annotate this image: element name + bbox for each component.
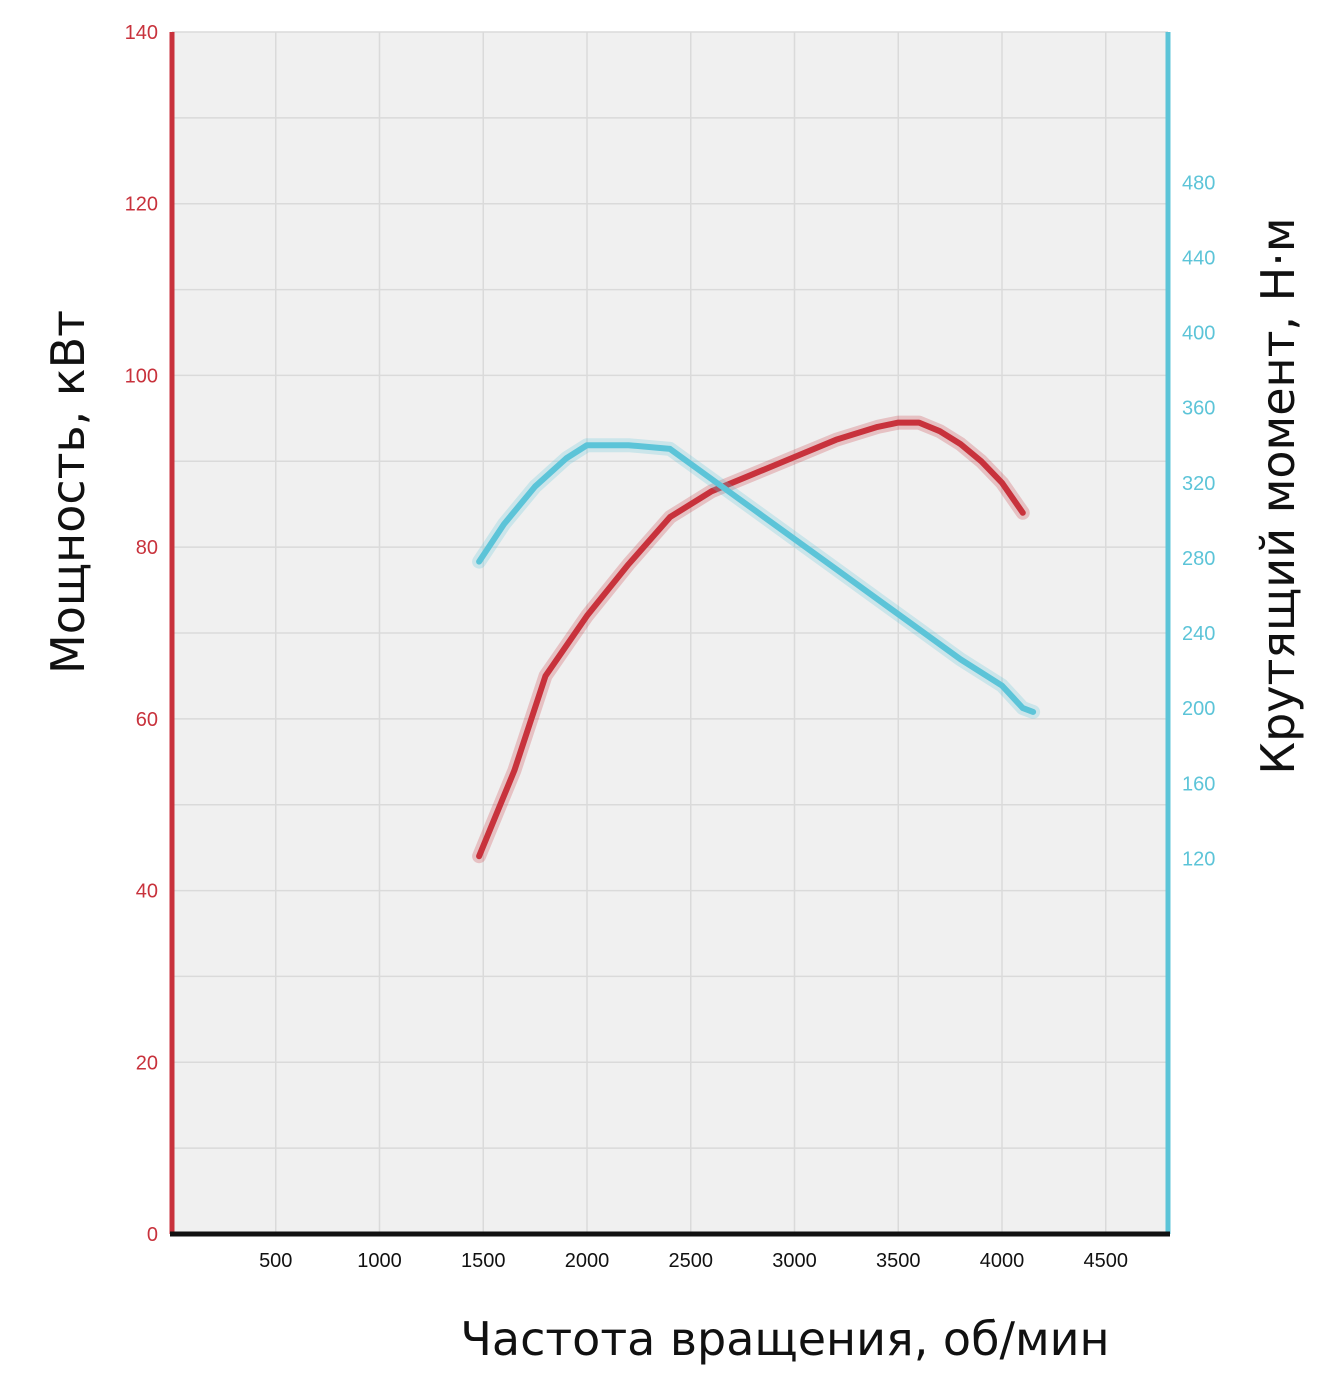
y-right-tick-label: 440	[1182, 247, 1215, 269]
power-curve	[476, 419, 1026, 860]
y-left-tick-label: 0	[147, 1224, 158, 1246]
y-right-tick-label: 160	[1182, 773, 1215, 795]
x-axis-title: Частота вращения, об/мин	[460, 1312, 1109, 1366]
x-tick-label: 4000	[980, 1250, 1025, 1272]
tick-labels: 500 1000 1500 2000 2500 3000 3500 4000 4500 0 20 40…	[125, 22, 1216, 1272]
y-right-tick-label: 200	[1182, 698, 1215, 720]
y-left-tick-label: 60	[136, 709, 158, 731]
y-right-tick-label: 240	[1182, 623, 1215, 645]
y-left-tick-label: 100	[125, 365, 158, 387]
x-tick-label: 1500	[461, 1250, 506, 1272]
y-left-tick-label: 80	[136, 537, 158, 559]
y-right-tick-label: 480	[1182, 172, 1215, 194]
x-tick-label: 2000	[565, 1250, 610, 1272]
data-series	[472, 415, 1041, 864]
y-left-tick-label: 140	[125, 22, 158, 44]
y-right-axis-title: Крутящий момент, Н·м	[1251, 217, 1305, 774]
y-left-tick-label: 20	[136, 1052, 158, 1074]
y-left-axis-title: Мощность, кВт	[41, 310, 95, 674]
torque-curve	[476, 442, 1037, 715]
x-tick-label: 2500	[669, 1250, 714, 1272]
y-right-tick-label: 360	[1182, 398, 1215, 420]
grid-lines	[171, 31, 1168, 1234]
y-left-tick-label: 120	[125, 194, 158, 216]
x-tick-label: 500	[259, 1250, 292, 1272]
y-right-tick-label: 400	[1182, 323, 1215, 345]
x-tick-label: 3000	[772, 1250, 817, 1272]
y-right-tick-label: 280	[1182, 548, 1215, 570]
y-left-tick-label: 40	[136, 881, 158, 903]
x-tick-label: 3500	[876, 1250, 921, 1272]
y-right-tick-label: 120	[1182, 848, 1215, 870]
y-right-tick-label: 320	[1182, 473, 1215, 495]
x-tick-label: 1000	[357, 1250, 402, 1272]
x-tick-label: 4500	[1084, 1250, 1129, 1272]
